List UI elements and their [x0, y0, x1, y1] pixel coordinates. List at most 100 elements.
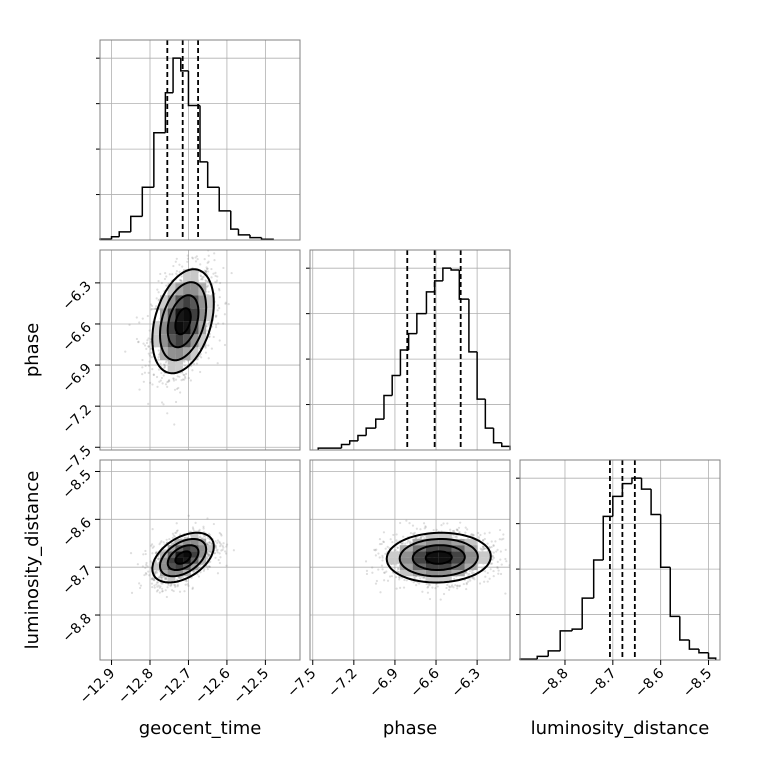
sample-point — [206, 267, 209, 270]
sample-point — [482, 539, 485, 542]
sample-point — [482, 547, 485, 550]
sample-point — [180, 280, 184, 283]
sample-point — [158, 558, 161, 561]
sample-point — [377, 568, 380, 571]
sample-point — [187, 377, 190, 380]
sample-point — [456, 584, 459, 587]
panel-frame-phase — [309, 249, 511, 451]
histogram-bar-geocent_time — [180, 58, 189, 72]
sample-point — [164, 272, 167, 275]
sample-point — [377, 552, 380, 555]
sample-point — [391, 540, 394, 544]
histogram-bar-phase — [433, 280, 443, 292]
sample-point — [497, 572, 500, 575]
sample-point — [428, 583, 431, 587]
sample-point — [216, 539, 220, 542]
sample-point — [218, 540, 221, 544]
density-cell — [477, 551, 491, 558]
sample-point — [218, 531, 221, 535]
density-cell — [167, 563, 176, 571]
histogram-bar-luminosity_distance — [592, 559, 604, 599]
sample-point — [167, 583, 170, 586]
sample-point — [399, 521, 402, 525]
density-cell — [167, 576, 176, 583]
sample-point — [155, 583, 158, 586]
sample-point — [206, 551, 209, 554]
sample-point — [215, 281, 218, 284]
sample-point — [196, 573, 199, 576]
sample-point — [420, 535, 423, 539]
sample-point — [164, 383, 168, 386]
sample-point — [397, 570, 400, 574]
density-cell — [438, 563, 452, 571]
axis-label-phase: phase — [22, 323, 43, 377]
sample-point — [408, 542, 412, 545]
sample-point — [216, 548, 219, 551]
sample-point — [383, 579, 386, 582]
density-cell — [464, 538, 478, 546]
sample-point — [129, 552, 133, 555]
sample-point — [138, 321, 141, 324]
sample-point — [149, 303, 153, 306]
density-cell — [425, 557, 439, 564]
panel-frame-geocent_time-vs-phase — [99, 249, 301, 451]
sample-point — [381, 568, 384, 571]
sample-point — [177, 576, 181, 579]
sample-point — [207, 260, 210, 263]
sample-point — [150, 308, 153, 311]
sample-point — [163, 549, 166, 552]
sample-point — [142, 553, 145, 556]
sample-point — [195, 362, 199, 365]
histogram-bar-luminosity_distance — [547, 650, 561, 657]
sample-point — [156, 385, 159, 388]
sample-point — [216, 275, 219, 278]
sample-point — [481, 549, 484, 552]
sample-point — [201, 276, 204, 279]
sample-point — [216, 551, 219, 554]
sample-point — [208, 565, 211, 568]
density-cell — [183, 295, 191, 309]
sample-point — [220, 543, 223, 546]
density-cell — [451, 557, 465, 564]
sample-point — [157, 358, 160, 361]
sample-point — [160, 576, 163, 579]
sample-point — [148, 354, 151, 357]
density-cell — [190, 532, 199, 539]
sample-point — [159, 576, 163, 579]
sample-point — [498, 528, 502, 532]
sample-point — [406, 541, 409, 544]
sample-point — [141, 366, 144, 369]
sample-point — [201, 278, 204, 281]
sample-point — [210, 347, 213, 350]
sample-point — [464, 526, 467, 529]
sample-point — [175, 257, 178, 260]
sample-point — [162, 363, 166, 366]
sample-point — [194, 521, 197, 524]
sample-point — [216, 309, 219, 312]
density-cell — [412, 545, 426, 552]
sample-point — [166, 380, 169, 384]
sample-point — [427, 583, 430, 586]
sample-point — [155, 590, 159, 593]
sample-point — [151, 577, 154, 580]
sample-point — [174, 531, 177, 534]
sample-point — [161, 589, 164, 593]
sample-point — [371, 571, 374, 574]
sample-point — [498, 538, 501, 541]
sample-point — [378, 538, 382, 541]
sample-point — [451, 529, 454, 533]
density-cell — [438, 532, 452, 539]
sample-point — [169, 584, 172, 588]
density-cell — [167, 295, 176, 309]
density-cell — [183, 282, 191, 296]
sample-point — [495, 550, 498, 553]
sample-point — [188, 530, 191, 533]
sample-point — [204, 279, 207, 282]
sample-point — [201, 537, 205, 540]
sample-point — [491, 555, 494, 558]
sample-point — [398, 578, 401, 581]
sample-point — [214, 540, 217, 543]
sample-point — [401, 542, 404, 545]
sample-point — [470, 571, 474, 575]
